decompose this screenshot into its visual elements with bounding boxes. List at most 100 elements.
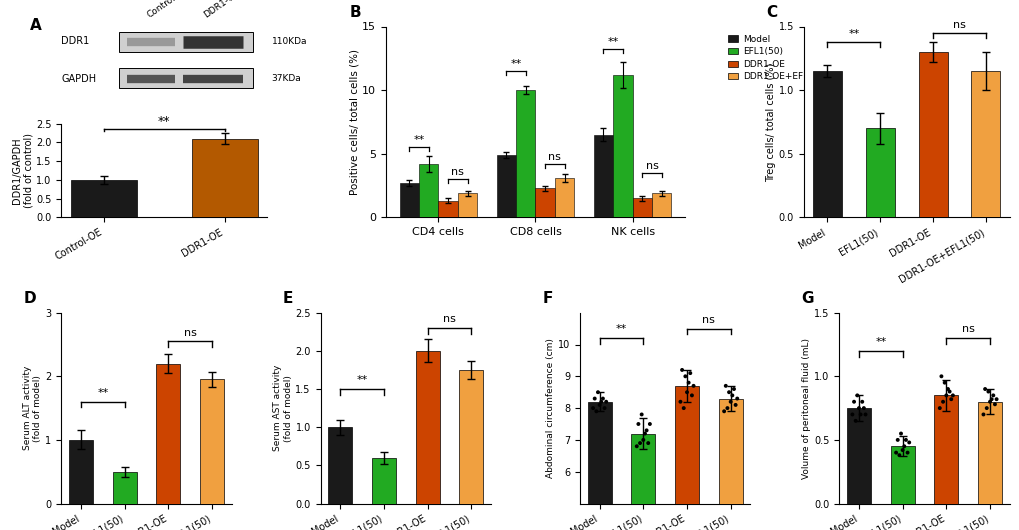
Text: ns: ns [451, 167, 464, 177]
Text: A: A [31, 19, 42, 33]
Point [938, 385, 955, 393]
Text: **: ** [413, 136, 424, 145]
Point [727, 401, 743, 409]
Point [680, 378, 696, 387]
Point [937, 391, 954, 400]
Bar [554, 178, 574, 217]
Bar [890, 446, 914, 504]
Text: D: D [23, 291, 37, 306]
Text: F: F [542, 291, 552, 306]
Bar [631, 434, 654, 530]
Bar [458, 193, 477, 217]
Point [852, 410, 868, 419]
Point [894, 446, 910, 454]
Point [888, 448, 904, 457]
Point [723, 391, 740, 400]
Bar [675, 386, 698, 530]
Bar [438, 201, 458, 217]
Bar [612, 75, 632, 217]
Bar [399, 183, 419, 217]
Bar [516, 90, 535, 217]
Text: 110KDa: 110KDa [271, 37, 307, 46]
Text: **: ** [357, 375, 368, 385]
Bar [156, 364, 180, 504]
Point [847, 417, 863, 425]
Point [896, 442, 912, 450]
Point [844, 410, 860, 419]
Bar [70, 180, 137, 217]
Point [718, 404, 735, 412]
Y-axis label: Volume of peritoneal fluid (mL): Volume of peritoneal fluid (mL) [802, 338, 810, 479]
Point [630, 420, 646, 428]
Point [944, 391, 960, 400]
Point [897, 436, 913, 444]
Point [899, 448, 915, 457]
Point [631, 439, 647, 447]
Point [976, 385, 993, 393]
Y-axis label: Positive cells/ total cells (%): Positive cells/ total cells (%) [350, 49, 359, 195]
Text: ns: ns [961, 324, 974, 334]
Bar [977, 402, 1001, 504]
Point [588, 407, 604, 416]
Point [857, 410, 873, 419]
Point [987, 395, 1004, 403]
Bar [200, 379, 224, 503]
Point [935, 378, 952, 387]
Point [855, 404, 871, 412]
Point [892, 429, 908, 438]
Bar [112, 472, 137, 503]
Point [596, 404, 612, 412]
Bar [587, 402, 611, 530]
Bar [535, 188, 554, 217]
Point [683, 391, 699, 400]
Point [985, 400, 1002, 409]
Text: ns: ns [702, 315, 714, 325]
Bar [119, 68, 253, 88]
Text: E: E [282, 291, 293, 306]
Text: 37KDa: 37KDa [271, 74, 301, 83]
Point [640, 439, 656, 447]
Bar [632, 198, 651, 217]
Point [850, 404, 866, 412]
Point [943, 395, 959, 403]
Point [849, 391, 865, 400]
Point [591, 401, 607, 409]
Point [589, 388, 605, 396]
Point [685, 382, 701, 390]
Point [628, 442, 644, 450]
Bar [970, 71, 1000, 217]
Text: G: G [801, 291, 813, 306]
Point [974, 410, 990, 419]
Point [979, 387, 996, 396]
Point [845, 398, 861, 406]
Bar [593, 135, 612, 217]
Bar [192, 139, 258, 217]
Text: **: ** [615, 324, 627, 334]
Text: B: B [350, 5, 362, 20]
Point [729, 394, 745, 403]
Bar [416, 351, 439, 504]
Point [641, 420, 657, 428]
Bar [419, 164, 438, 217]
Point [726, 385, 742, 393]
Point [721, 398, 738, 406]
Point [717, 382, 734, 390]
Point [720, 388, 737, 396]
Point [677, 372, 693, 381]
Point [636, 429, 652, 438]
Text: Control-OE: Control-OE [146, 0, 191, 20]
Point [932, 372, 949, 381]
Bar [651, 193, 671, 217]
Point [977, 404, 994, 412]
Text: **: ** [874, 337, 886, 347]
Point [584, 404, 600, 412]
Bar [119, 32, 253, 52]
Point [715, 407, 732, 416]
Text: ns: ns [548, 152, 560, 162]
Bar [328, 427, 352, 503]
Point [853, 398, 869, 406]
Point [984, 391, 1001, 400]
Text: **: ** [848, 29, 859, 39]
Y-axis label: Serum AST activity
(fold of model): Serum AST activity (fold of model) [273, 365, 292, 451]
Text: ns: ns [183, 328, 197, 338]
